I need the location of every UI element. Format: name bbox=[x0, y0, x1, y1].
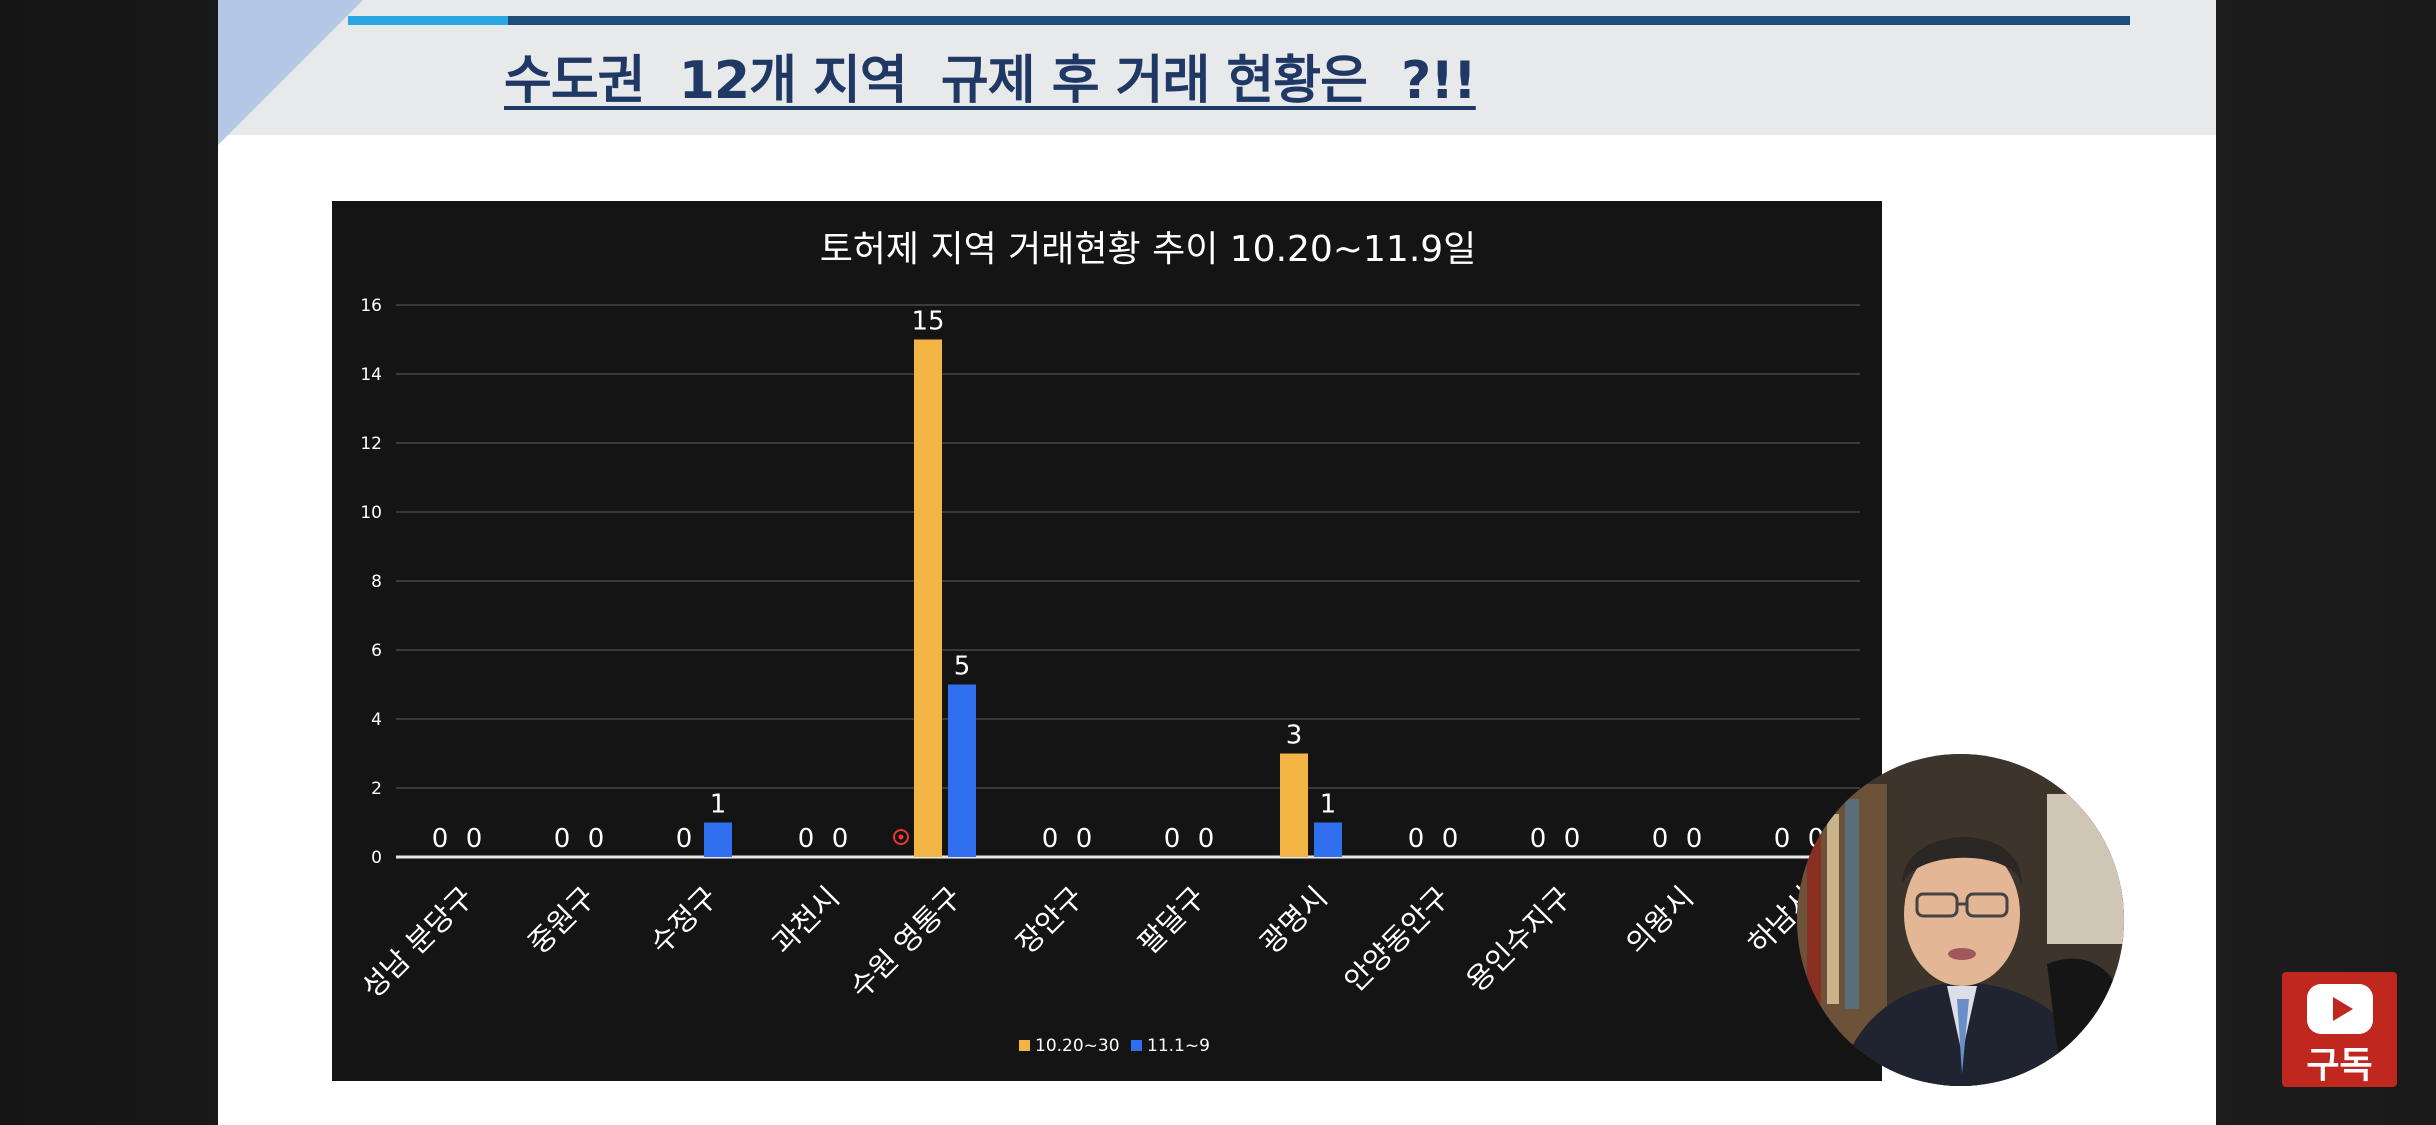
data-label: 0 bbox=[1686, 824, 1703, 854]
data-label: 1 bbox=[1320, 790, 1337, 820]
data-label: 0 bbox=[1774, 824, 1791, 854]
legend-swatch bbox=[1131, 1040, 1142, 1051]
category-label: 과천시 bbox=[765, 880, 846, 961]
subscribe-label: 구독 bbox=[2306, 1045, 2373, 1086]
y-tick-label: 4 bbox=[371, 710, 382, 730]
y-tick-label: 6 bbox=[371, 641, 382, 661]
data-label: 3 bbox=[1286, 721, 1303, 751]
data-label: 0 bbox=[676, 824, 693, 854]
data-label: 0 bbox=[798, 824, 815, 854]
y-tick-label: 12 bbox=[360, 434, 382, 454]
y-tick-label: 16 bbox=[360, 296, 382, 316]
category-label: 안양동안구 bbox=[1338, 880, 1456, 998]
data-label: 15 bbox=[911, 307, 944, 337]
data-label: 0 bbox=[1652, 824, 1669, 854]
bar bbox=[914, 339, 942, 857]
bar bbox=[1314, 822, 1342, 857]
chart-canvas: 토허제 지역 거래현황 추이 10.20~11.9일02468101214160… bbox=[355, 229, 1860, 1056]
data-label: 5 bbox=[954, 652, 971, 682]
legend-swatch bbox=[1019, 1040, 1030, 1051]
cursor-marker-dot bbox=[898, 834, 904, 840]
youtube-play-icon bbox=[2307, 984, 2373, 1034]
category-label: 광명시 bbox=[1253, 880, 1334, 961]
y-tick-label: 0 bbox=[371, 848, 382, 868]
legend-label: 11.1~9 bbox=[1147, 1036, 1210, 1056]
y-tick-label: 10 bbox=[360, 503, 382, 523]
data-label: 0 bbox=[1442, 824, 1459, 854]
chart-title: 토허제 지역 거래현황 추이 10.20~11.9일 bbox=[820, 229, 1477, 270]
data-label: 0 bbox=[1408, 824, 1425, 854]
y-tick-label: 8 bbox=[371, 572, 382, 592]
y-tick-label: 14 bbox=[360, 365, 382, 385]
category-label: 수정구 bbox=[643, 880, 724, 961]
category-label: 수원 영통구 bbox=[843, 880, 968, 1005]
category-label: 팔달구 bbox=[1131, 880, 1212, 961]
data-label: 1 bbox=[710, 790, 727, 820]
presenter-video-overlay bbox=[1797, 754, 2124, 1086]
y-tick-label: 2 bbox=[371, 779, 382, 799]
header-accent-line bbox=[348, 16, 2130, 25]
bar bbox=[1280, 753, 1308, 857]
cursor-marker-icon bbox=[893, 829, 909, 845]
data-label: 0 bbox=[554, 824, 571, 854]
bar bbox=[704, 822, 732, 857]
data-label: 0 bbox=[466, 824, 483, 854]
data-label: 0 bbox=[832, 824, 849, 854]
data-label: 0 bbox=[432, 824, 449, 854]
data-label: 0 bbox=[1164, 824, 1181, 854]
slide-title: 수도권 12개 지역 규제 후 거래 현황은 ?!! bbox=[504, 51, 1477, 111]
category-label: 의왕시 bbox=[1619, 880, 1700, 961]
bar bbox=[948, 684, 976, 857]
corner-decoration bbox=[218, 0, 363, 145]
bar-chart: 토허제 지역 거래현황 추이 10.20~11.9일 0 2 4 6 8 10 12 14 16 0… bbox=[332, 201, 1882, 1081]
category-label: 중원구 bbox=[521, 880, 602, 961]
data-label: 0 bbox=[1198, 824, 1215, 854]
presentation-slide: 수도권 12개 지역 규제 후 거래 현황은 ?!! 토허제 지역 거래현황 추… bbox=[218, 0, 2216, 1125]
subscribe-button[interactable]: 구독 bbox=[2282, 972, 2397, 1087]
category-label: 장안구 bbox=[1009, 880, 1090, 961]
data-label: 0 bbox=[1076, 824, 1093, 854]
data-label: 0 bbox=[1564, 824, 1581, 854]
header-accent-line-highlight bbox=[348, 16, 508, 25]
data-label: 0 bbox=[588, 824, 605, 854]
legend-label: 10.20~30 bbox=[1035, 1036, 1120, 1056]
category-label: 성남 분당구 bbox=[355, 880, 480, 1005]
category-label: 용인수지구 bbox=[1460, 880, 1578, 998]
data-label: 0 bbox=[1042, 824, 1059, 854]
presenter-avatar bbox=[1797, 754, 2124, 1086]
data-label: 0 bbox=[1530, 824, 1547, 854]
